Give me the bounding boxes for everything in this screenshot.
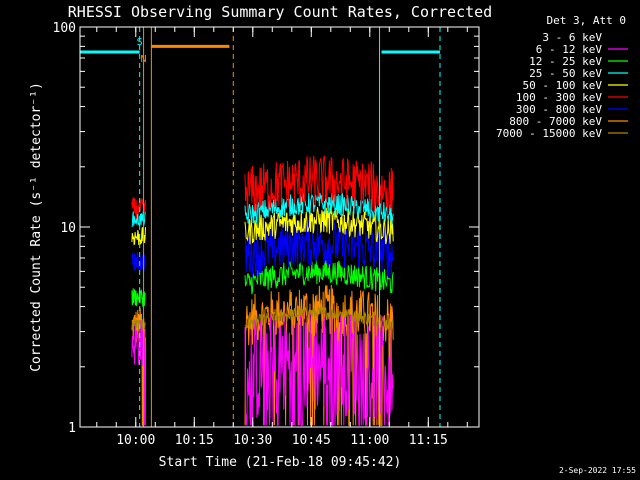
y-tick-label: 10 bbox=[60, 221, 76, 236]
y-tick-label: 100 bbox=[53, 21, 76, 36]
legend-label-3-6-kev: 3 - 6 keV bbox=[542, 31, 602, 44]
legend-label-100-300-kev: 100 - 300 keV bbox=[516, 91, 602, 104]
legend-title: Det 3, Att 0 bbox=[547, 14, 626, 27]
x-tick-label: 10:15 bbox=[175, 433, 214, 448]
x-tick-label: 10:45 bbox=[292, 433, 331, 448]
series-7000-15000-kev-segment-2 bbox=[244, 305, 394, 332]
x-tick-label: 10:00 bbox=[116, 433, 155, 448]
series-100-300-kev-segment-2 bbox=[244, 154, 394, 217]
annotations: SN bbox=[137, 37, 147, 65]
plot-area bbox=[79, 27, 441, 427]
legend-label-12-25-kev: 12 - 25 keV bbox=[529, 55, 602, 68]
axis-ticks: 10:00 10:15 10:30 10:45 11:00 11:15 1 10 100 bbox=[53, 21, 479, 448]
series-800-7000-kev-segment-2 bbox=[244, 284, 394, 426]
series-50-100-kev-segment-2 bbox=[244, 207, 394, 245]
series-12-25-kev-segment-2 bbox=[244, 259, 394, 295]
chart-title: RHESSI Observing Summary Count Rates, Co… bbox=[68, 3, 492, 21]
x-axis-label: Start Time (21-Feb-18 09:45:42) bbox=[159, 455, 402, 470]
series-6-12-kev-segment-2 bbox=[244, 310, 394, 426]
legend-label-6-12-kev: 6 - 12 keV bbox=[536, 43, 603, 56]
x-tick-label: 10:30 bbox=[233, 433, 272, 448]
series-25-50-kev-segment-2 bbox=[244, 192, 394, 226]
legend-label-50-100-kev: 50 - 100 keV bbox=[523, 79, 603, 92]
x-tick-label: 11:15 bbox=[409, 433, 448, 448]
legend-label-800-7000-kev: 800 - 7000 keV bbox=[509, 115, 602, 128]
series-300-800-kev-segment-2 bbox=[244, 220, 394, 279]
legend-label-300-800-kev: 300 - 800 keV bbox=[516, 103, 602, 116]
legend-label-25-50-kev: 25 - 50 keV bbox=[529, 67, 602, 80]
y-axis-label: Corrected Count Rate (s⁻¹ detector⁻¹) bbox=[29, 82, 44, 372]
annotation-s: S bbox=[137, 37, 143, 48]
legend-label-7000-15000-kev: 7000 - 15000 keV bbox=[496, 127, 602, 140]
x-tick-label: 11:00 bbox=[350, 433, 389, 448]
annotation-n: N bbox=[141, 54, 147, 65]
y-tick-label: 1 bbox=[68, 421, 76, 436]
footer-date: 2-Sep-2022 17:55 bbox=[559, 466, 636, 475]
